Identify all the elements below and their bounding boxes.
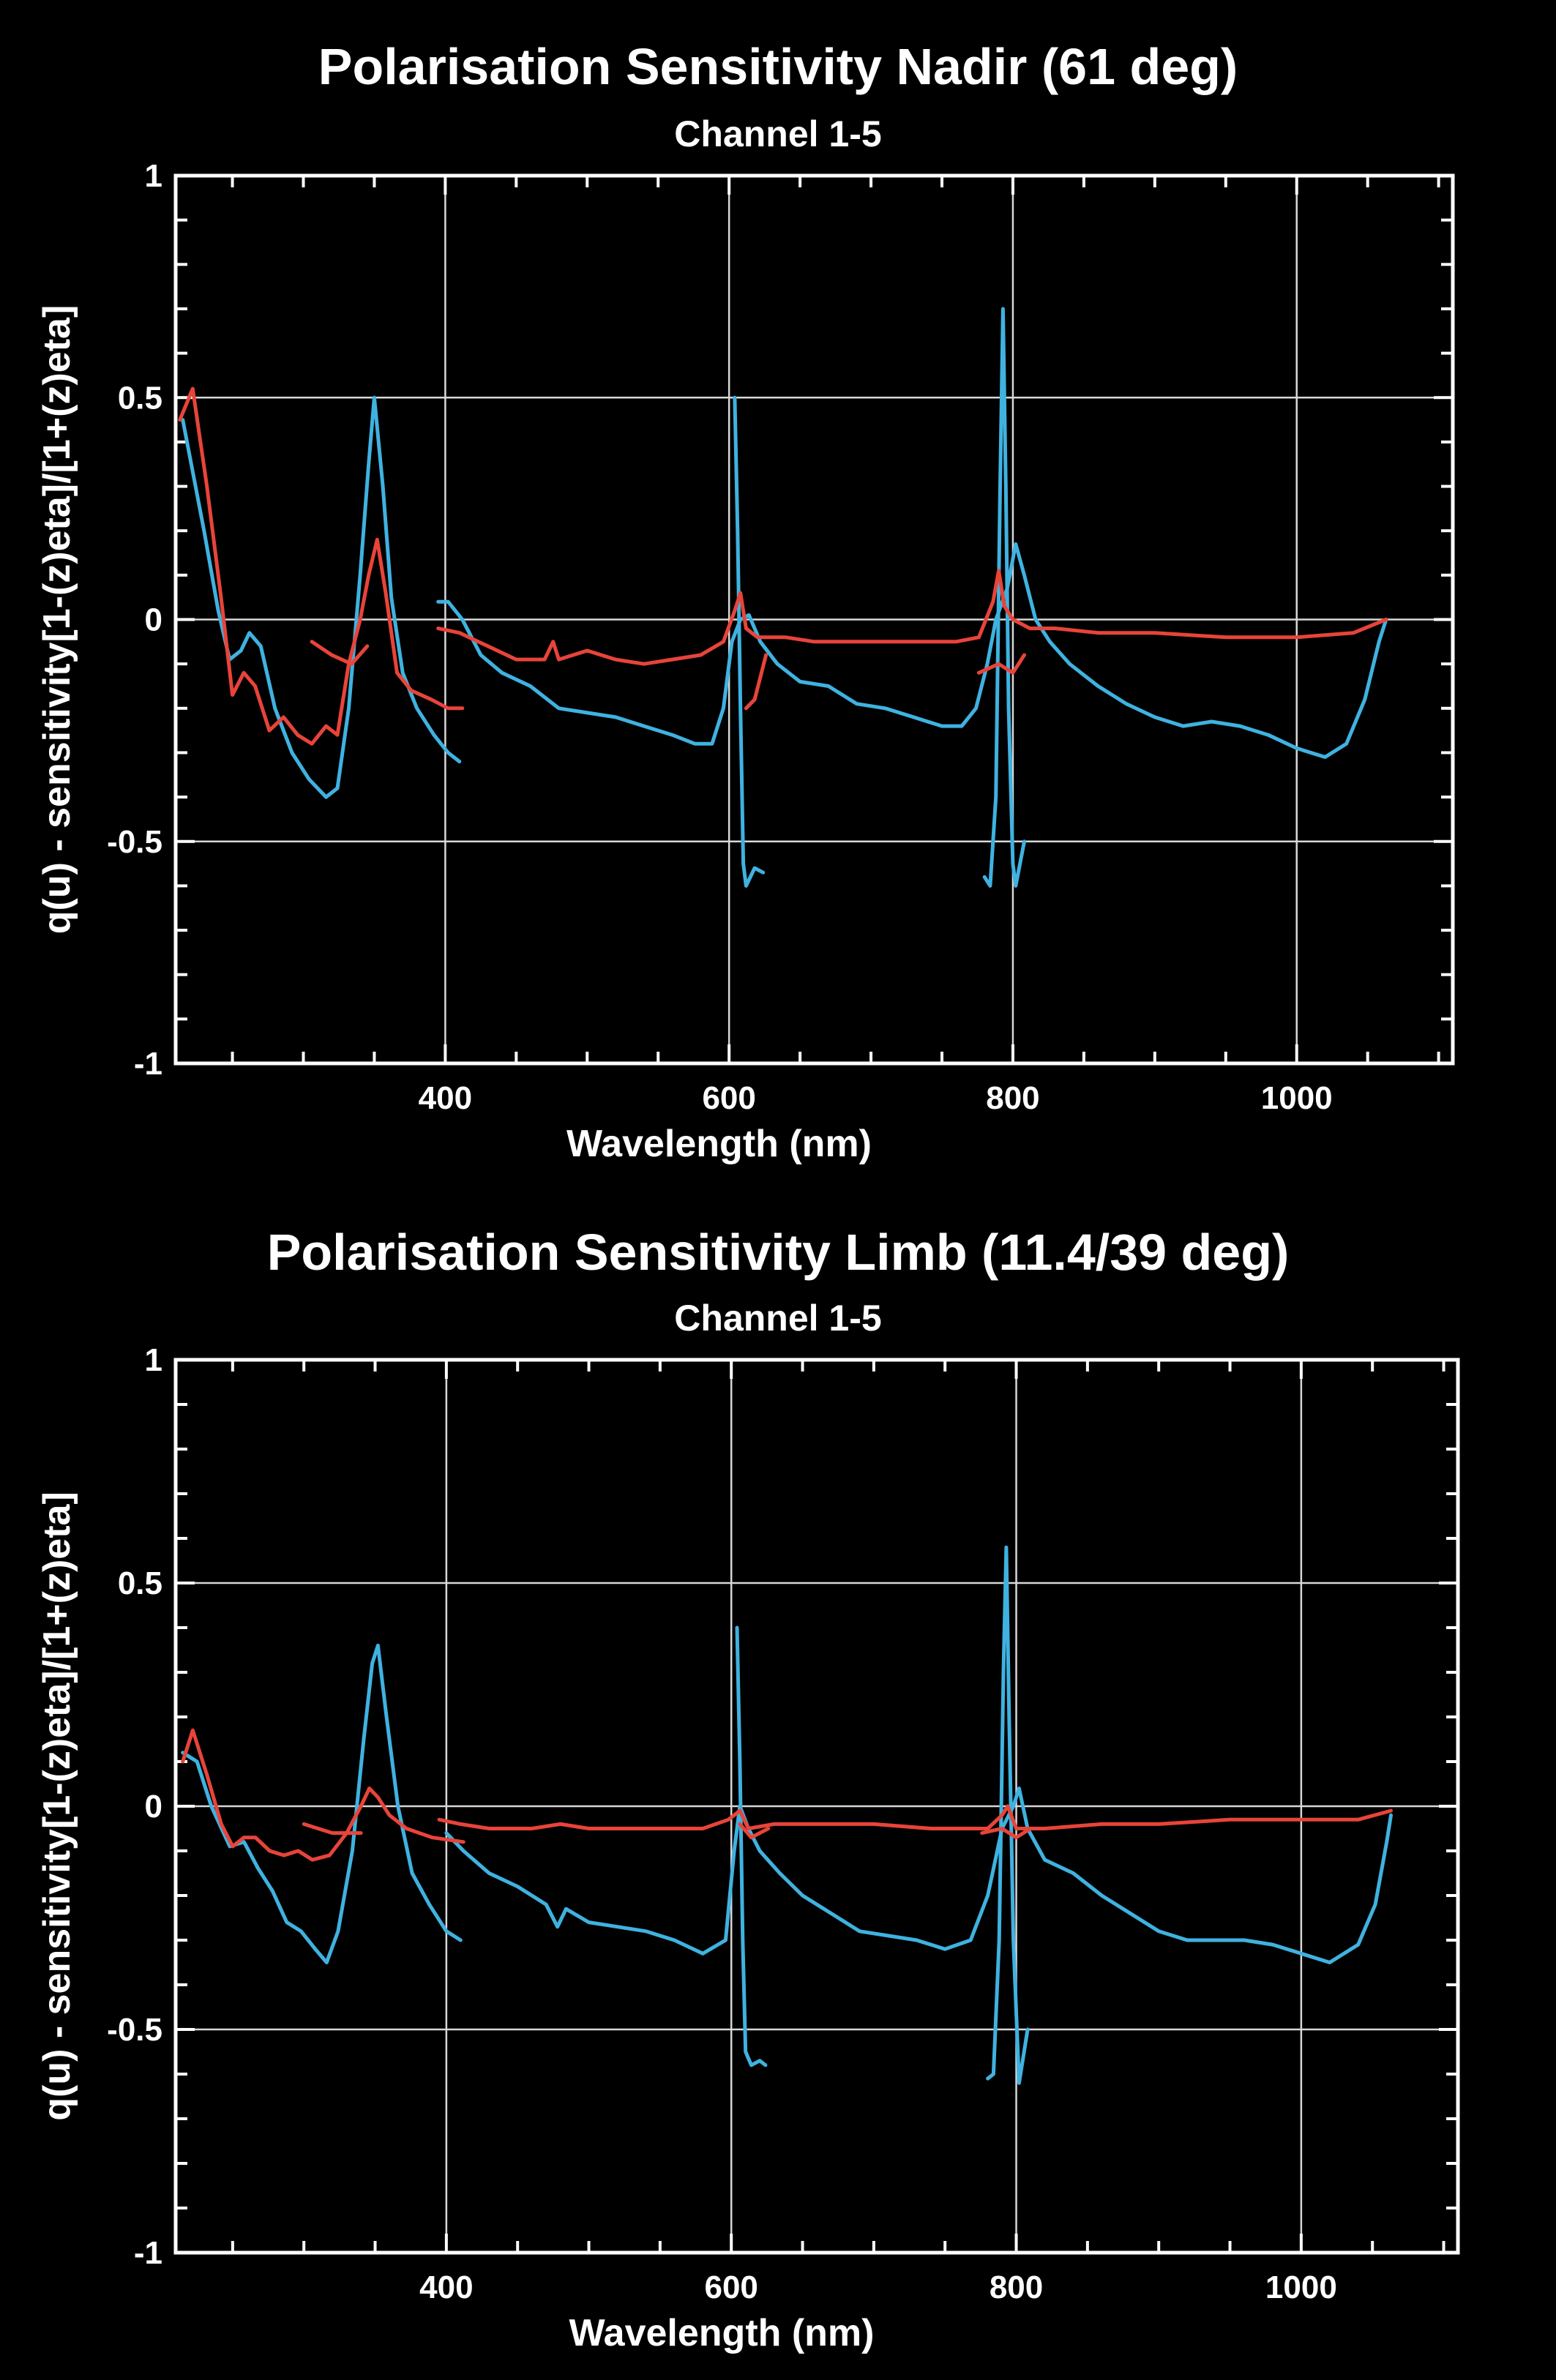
series-blue-line (436, 542, 1388, 759)
x-tick-label: 600 (702, 1080, 755, 1116)
limb-chart: Polarisation Sensitivity Limb (11.4/39 d… (36, 1224, 1460, 2354)
x-tick-label: 800 (986, 1080, 1039, 1116)
series-red-line (738, 1822, 771, 1840)
chart-title: Polarisation Sensitivity Limb (11.4/39 d… (267, 1224, 1290, 1281)
series-blue-line (181, 1643, 463, 1964)
y-axis-label: q(u) - sensitivity[1-(z)eta]/[1+(z)eta] (36, 1492, 78, 2121)
y-tick-label: -1 (134, 2235, 162, 2271)
series-red-line (178, 386, 465, 746)
x-tick-label: 1000 (1261, 1080, 1333, 1116)
y-tick-label: -0.5 (107, 824, 162, 860)
chart-subtitle: Channel 1-5 (674, 113, 881, 154)
plot-frame (173, 1358, 1460, 2255)
chart-title: Polarisation Sensitivity Nadir (61 deg) (318, 38, 1238, 95)
y-tick-label: 0.5 (118, 1565, 162, 1601)
series-red-line (980, 1827, 1033, 1840)
series-blue-line (733, 395, 766, 888)
series-red-line (744, 653, 768, 711)
x-tick-label: 600 (704, 2269, 758, 2305)
y-tick-label: 1 (145, 1342, 162, 1378)
x-axis-label: Wavelength (nm) (569, 2312, 875, 2354)
y-tick-label: 1 (145, 158, 162, 194)
y-tick-label: 0.5 (118, 380, 162, 416)
x-tick-label: 400 (419, 2269, 473, 2305)
y-tick-label: 0 (145, 602, 162, 638)
x-tick-label: 400 (419, 1080, 472, 1116)
series-blue-line (735, 1625, 768, 2067)
chart-subtitle: Channel 1-5 (674, 1298, 881, 1339)
series-blue-line (986, 1545, 1030, 2085)
x-axis-label: Wavelength (nm) (566, 1123, 872, 1165)
series-red-line (976, 653, 1026, 675)
x-tick-label: 800 (990, 2269, 1043, 2305)
x-tick-label: 1000 (1265, 2269, 1337, 2305)
plot-frame (173, 173, 1455, 1066)
nadir-chart: Polarisation Sensitivity Nadir (61 deg) C… (36, 38, 1455, 1165)
series-red-line (436, 569, 1388, 666)
series-blue-line (982, 307, 1026, 888)
y-tick-label: 0 (145, 1789, 162, 1825)
series-blue-line (181, 395, 462, 799)
series-blue-line (444, 1786, 1393, 1964)
y-axis-label: q(u) - sensitivity[1-(z)eta]/[1+(z)eta] (36, 305, 78, 935)
series-red-line (310, 640, 370, 666)
y-tick-label: -1 (134, 1046, 162, 1082)
series-red-line (302, 1822, 363, 1835)
y-tick-label: -0.5 (107, 2012, 162, 2048)
series-red-line (181, 1728, 465, 1862)
series-red-line (437, 1804, 1393, 1830)
